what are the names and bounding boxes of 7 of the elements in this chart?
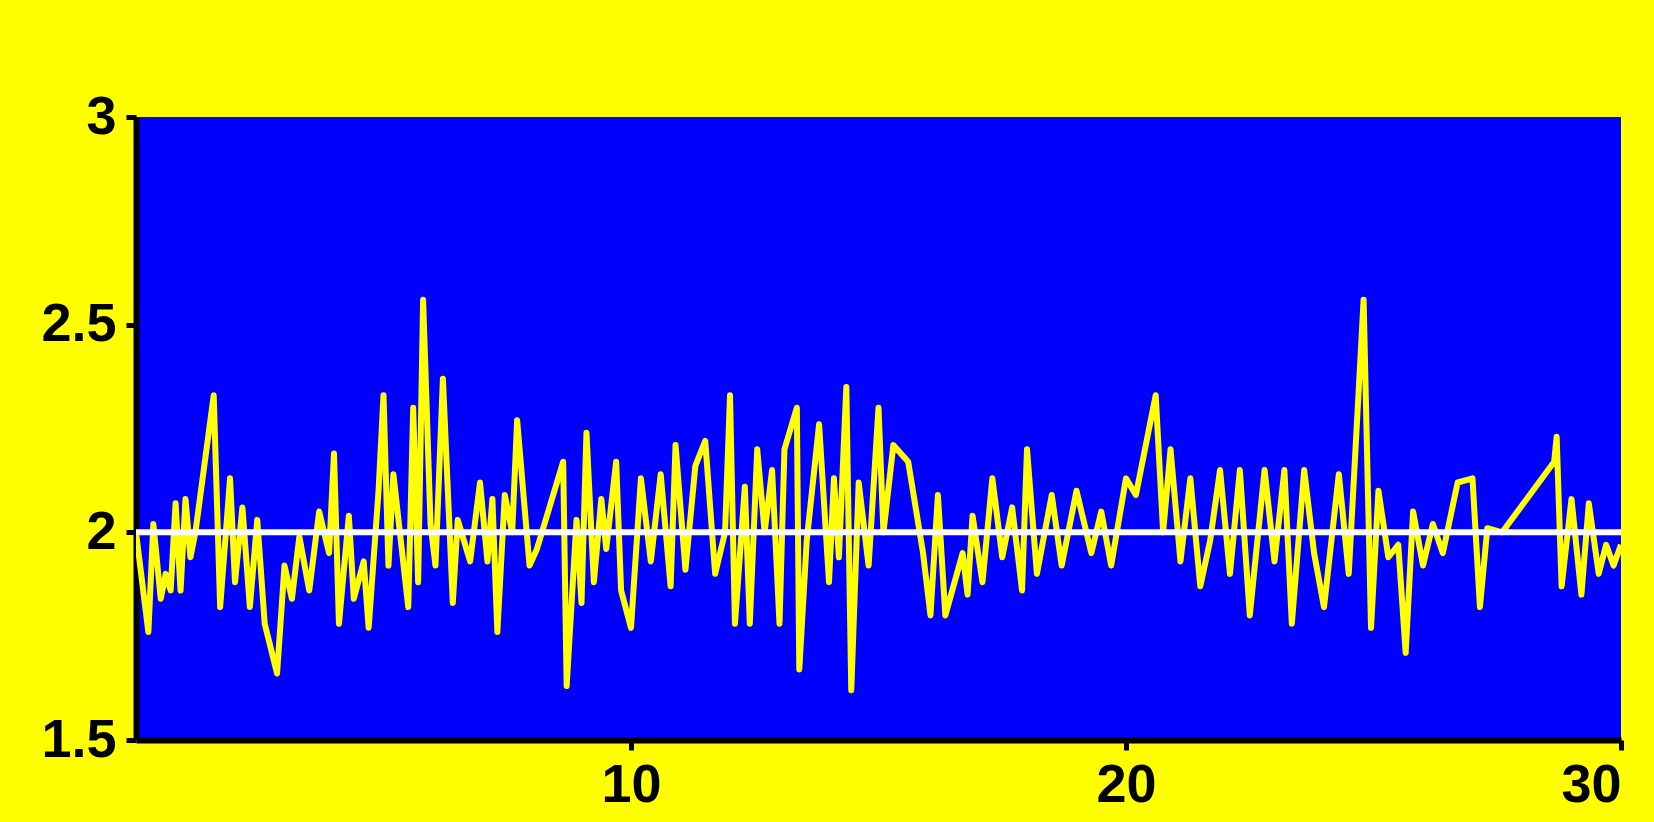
y-tick-label: 2.5 [41, 292, 117, 353]
y-tick-label: 3 [86, 84, 117, 145]
y-tick-label: 2 [86, 499, 117, 560]
y-tick-label: 1.5 [41, 707, 117, 768]
x-tick-label: 20 [1096, 752, 1157, 813]
x-tick-label: 30 [1561, 752, 1622, 813]
x-tick-label: 10 [601, 752, 662, 813]
